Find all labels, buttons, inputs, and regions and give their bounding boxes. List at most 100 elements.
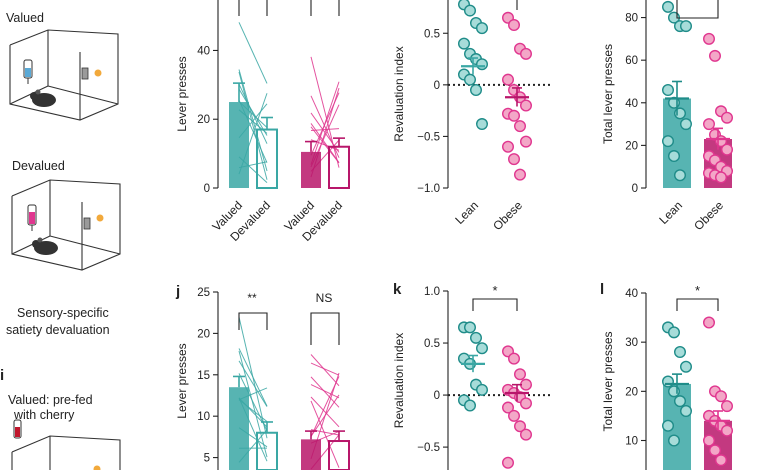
data-point [668, 434, 681, 447]
subject-line [238, 350, 268, 458]
data-point [715, 454, 728, 467]
y-tick-label: 20 [625, 386, 638, 398]
bracket [676, 298, 719, 311]
data-point [470, 331, 483, 344]
significance-label: ** [247, 291, 257, 305]
data-point [703, 118, 716, 131]
bracket-lean [238, 312, 268, 330]
panel-i-line2: with cherry [14, 408, 75, 422]
data-point [715, 171, 728, 184]
bracket-obese [310, 312, 340, 345]
bracket [676, 0, 719, 19]
subject-line [238, 22, 268, 84]
bracket-obese [310, 0, 340, 16]
panel-letter: k [393, 281, 402, 298]
data-point [662, 419, 675, 432]
data-point [514, 168, 527, 181]
data-point [668, 326, 681, 339]
data-point [502, 401, 515, 414]
data-point [703, 434, 716, 447]
chart-bottom-lever: 5 10 15 20 25 Lever presses j ** NS [175, 283, 350, 470]
bar-devalued [328, 440, 350, 470]
data-point [464, 73, 477, 86]
devalued-lever-icon [83, 214, 104, 230]
data-point [476, 342, 489, 355]
valued-cage-schematic [9, 29, 119, 121]
data-point [476, 58, 489, 71]
y-tick-label: 10 [625, 436, 638, 448]
data-point [709, 49, 722, 62]
y-axis-title: Total lever presses [601, 331, 615, 431]
valued-lever-icon [81, 67, 102, 80]
subject-line [238, 71, 268, 180]
data-point [703, 32, 716, 45]
data-point [662, 83, 675, 96]
data-point [458, 37, 471, 50]
bracket [472, 298, 518, 311]
y-axis-title: Lever presses [175, 343, 189, 418]
x-tick-label: Obese [691, 198, 726, 233]
y-tick-label: 25 [197, 287, 210, 299]
subject-line [310, 376, 340, 408]
bar-valued [229, 102, 249, 188]
devalued-cage-schematic [11, 179, 121, 271]
bracket-lean [238, 0, 268, 16]
y-tick-label: 1.0 [424, 286, 440, 298]
devalued-mouse-icon [32, 237, 58, 255]
data-point [476, 22, 489, 35]
data-point [470, 83, 483, 96]
data-point [508, 109, 521, 122]
y-axis-title: Lever presses [175, 56, 189, 131]
y-tick-label: 80 [625, 13, 638, 25]
data-point [502, 73, 515, 86]
y-tick-label: 20 [197, 114, 210, 126]
chart-top-total: 0 20 40 60 80 Total lever presses Lean Obese [601, 0, 734, 233]
data-point [514, 368, 527, 381]
y-tick-label: 40 [625, 288, 638, 300]
y-tick-label: 0 [632, 183, 638, 195]
data-point [514, 420, 527, 433]
y-tick-label: 15 [197, 370, 210, 382]
subject-line [238, 88, 268, 136]
data-point [674, 395, 687, 408]
data-point [520, 397, 533, 410]
y-tick-label: 0 [204, 183, 210, 195]
y-axis-title: Revaluation index [392, 333, 406, 428]
y-tick-label: −1.0 [417, 183, 440, 195]
data-point [674, 346, 687, 359]
data-point [508, 19, 521, 32]
subject-line [310, 384, 340, 399]
y-tick-label: 60 [625, 55, 638, 67]
panel-letter: l [600, 281, 604, 298]
data-point [520, 135, 533, 148]
data-point [674, 169, 687, 182]
subject-line [310, 362, 340, 376]
bar-valued [301, 439, 321, 470]
y-tick-label: 10 [197, 411, 210, 423]
y-tick-label: 20 [625, 140, 638, 152]
cherry-cage-schematic [11, 435, 121, 470]
subject-line [310, 123, 340, 163]
valued-bottle-icon [23, 59, 33, 84]
data-point [703, 316, 716, 329]
data-point [520, 378, 533, 391]
data-point [520, 99, 533, 112]
data-point [668, 150, 681, 163]
bar-valued [301, 151, 321, 188]
data-point [709, 444, 722, 457]
data-point [721, 424, 734, 437]
y-tick-label: −0.5 [417, 131, 440, 143]
cherry-pellet-icon [93, 465, 101, 470]
data-point [464, 4, 477, 17]
y-axis-title: Revaluation index [392, 46, 406, 141]
data-point [502, 456, 515, 469]
devalued-bottle-icon [27, 204, 37, 231]
data-point [680, 405, 693, 418]
significance-label: * [695, 283, 700, 298]
data-point [476, 383, 489, 396]
bar-valued [229, 387, 249, 470]
chart-bottom-revaluation: 1.0 0.5 0 −0.5 Revaluation index k * [392, 281, 550, 470]
y-tick-label: 20 [197, 328, 210, 340]
data-point [680, 360, 693, 373]
